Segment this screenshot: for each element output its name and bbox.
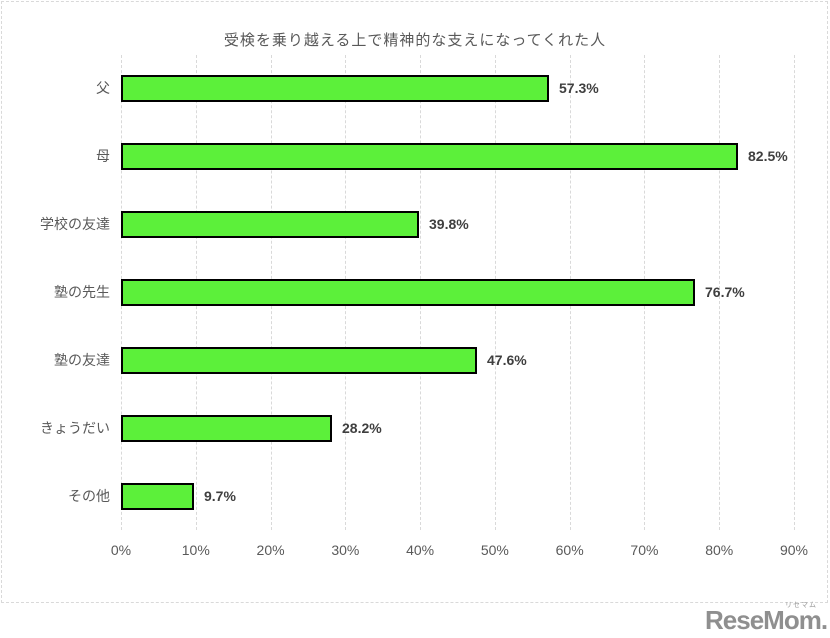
x-axis-tick-label: 60% <box>555 542 584 558</box>
category-label: 塾の友達 <box>54 351 110 368</box>
data-label: 47.6% <box>487 351 527 368</box>
data-label: 76.7% <box>705 284 745 300</box>
bar <box>121 414 332 442</box>
x-axis-tick-label: 30% <box>331 542 360 558</box>
chart-border <box>1 1 828 603</box>
x-axis-tick-label: 0% <box>110 542 132 558</box>
data-label: 57.3% <box>559 80 599 97</box>
data-label: 82.5% <box>748 148 788 165</box>
bar <box>121 482 194 510</box>
category-label: 母 <box>96 148 110 165</box>
resemom-logo-text: ReseMom. <box>705 605 828 635</box>
x-axis-tick-label: 90% <box>779 542 809 558</box>
category-label: 父 <box>96 80 110 97</box>
x-axis-tick-label: 40% <box>406 542 435 558</box>
x-axis-tick-label: 10% <box>181 542 210 558</box>
gridline <box>719 55 721 530</box>
x-axis-tick-label: 50% <box>480 542 509 558</box>
data-label: 9.7% <box>204 487 236 504</box>
data-label: 28.2% <box>342 419 382 436</box>
resemom-logo-ruby: リセマム <box>785 602 817 609</box>
x-axis-tick-label: 20% <box>256 542 285 558</box>
category-label: 塾の先生 <box>54 284 110 300</box>
bar <box>121 346 477 374</box>
bar <box>121 143 738 171</box>
bar <box>121 75 549 103</box>
chart-title: 受検を乗り越える上で精神的な支えになってくれた人 <box>223 32 607 49</box>
bar <box>121 211 419 239</box>
data-label: 39.8% <box>429 216 469 233</box>
x-axis-tick-label: 80% <box>705 542 734 558</box>
category-label: 学校の友達 <box>40 216 110 233</box>
category-label: その他 <box>68 487 110 504</box>
resemom-logo: リセマム ReseMom. <box>705 600 828 635</box>
bar <box>121 279 695 306</box>
category-label: きょうだい <box>40 419 110 436</box>
gridline <box>794 55 795 530</box>
x-axis-tick-label: 70% <box>630 542 659 558</box>
